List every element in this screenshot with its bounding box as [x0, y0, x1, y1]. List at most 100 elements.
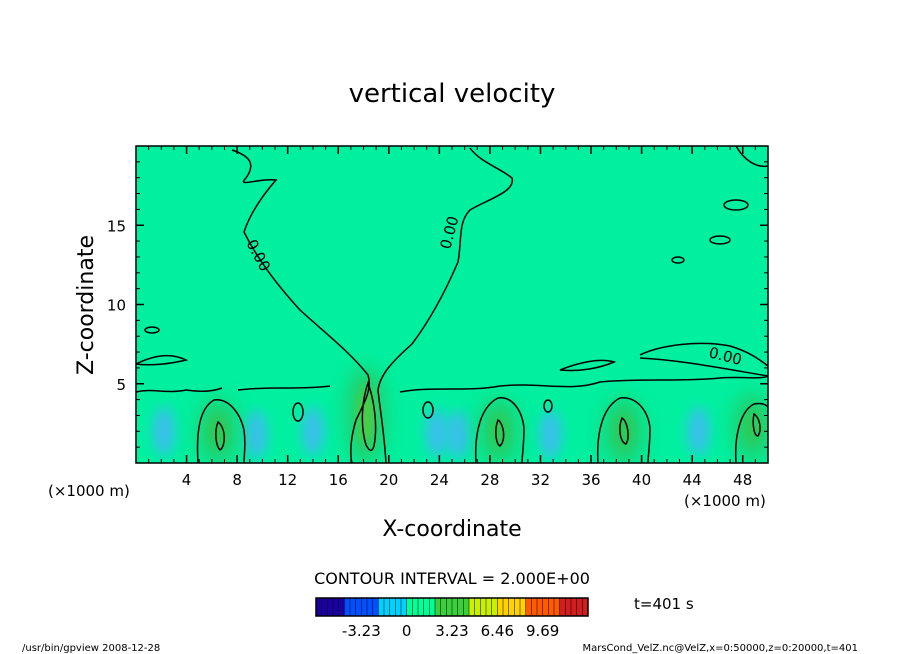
colorbar-cell-39: [531, 598, 538, 616]
colorbar-cell-41: [542, 598, 549, 616]
colorbar-cell-27: [463, 598, 470, 616]
colorbar-cell-23: [440, 598, 447, 616]
y-tick-label-10: 10: [107, 297, 126, 315]
contour-cell-3: [671, 256, 685, 264]
colorbar-cell-26: [457, 598, 464, 616]
colorbar-cell-33: [497, 598, 504, 616]
x-axis: 4 8 12 16 20 24 28 32 36 40 44 48: [148, 146, 756, 489]
x-tick-label-40: 40: [632, 471, 651, 489]
colorbar-cell-9: [361, 598, 368, 616]
colorbar-cell-43: [554, 598, 560, 616]
contour-lines: [136, 146, 768, 463]
colorbar-cell-6: [344, 598, 351, 616]
colorbar-tick-label-3: 3.23: [435, 622, 468, 640]
colorbar-cell-24: [446, 598, 453, 616]
colorbar-cells: [315, 598, 589, 616]
colorbar-cell-31: [486, 598, 492, 616]
updraft-core-1: [211, 415, 226, 448]
x-axis-label: X-coordinate: [382, 517, 521, 542]
contour-cell-6: [422, 401, 434, 419]
contour-cell-5: [292, 402, 304, 422]
colorbar-cell-10: [367, 598, 373, 616]
plot-area: 0.00 0.00 0.00: [136, 146, 768, 463]
colorbar-cell-13: [384, 598, 390, 616]
colorbar-cell-38: [525, 598, 532, 616]
contour-cell-1: [723, 199, 749, 211]
colorbar-cell-5: [338, 598, 345, 616]
colorbar-cell-8: [355, 598, 362, 616]
downdraft-3: [301, 407, 324, 456]
colorbar-cell-32: [491, 598, 498, 616]
time-label: t=401 s: [634, 595, 694, 613]
x-tick-label-48: 48: [733, 471, 752, 489]
colorbar-cell-25: [452, 598, 458, 616]
colorbar-cell-12: [378, 598, 385, 616]
x-tick-label-12: 12: [278, 471, 297, 489]
colorbar-cell-7: [350, 598, 356, 616]
colorbar-cell-46: [571, 598, 577, 616]
contour-mid-left: [136, 354, 189, 366]
footer-right: MarsCond_VelZ.nc@VelZ,x=0:50000,z=0:2000…: [582, 643, 858, 654]
y-tick-label-5: 5: [116, 376, 126, 394]
contour-interval: CONTOUR INTERVAL = 2.000E+00: [314, 569, 590, 588]
colorbar-cell-18: [412, 598, 419, 616]
colorbar-cell-20: [423, 598, 430, 616]
x-tick-label-16: 16: [329, 471, 348, 489]
downdraft-1: [152, 407, 175, 456]
updraft-core-3: [491, 415, 506, 448]
contour-updraft-1-core: [215, 420, 225, 451]
contour-top-right: [735, 146, 768, 168]
contour-updraft-4-core: [619, 416, 629, 445]
colorbar-tick-label-1: -3.23: [342, 622, 381, 640]
x-tick-label-8: 8: [232, 471, 242, 489]
x-tick-label-20: 20: [379, 471, 398, 489]
colorbar-cell-45: [565, 598, 572, 616]
contour-updraft-1: [196, 399, 246, 463]
contour-lower-layer: [136, 375, 768, 393]
colorbar-cell-47: [576, 598, 583, 616]
colorbar-cell-4: [333, 598, 339, 616]
contour-updraft-core: [361, 380, 377, 452]
contour-updraft-5-core: [752, 412, 761, 437]
colorbar-cell-16: [401, 598, 407, 616]
plot-background: [136, 146, 768, 463]
contour-updraft-3-core: [495, 418, 505, 447]
contour-plume-left: [231, 149, 370, 463]
colorbar-tick-label-2: 0: [402, 622, 412, 640]
downdraft-6: [539, 410, 562, 459]
x-tick-label-24: 24: [430, 471, 449, 489]
x-tick-label-28: 28: [480, 471, 499, 489]
downdraft-4: [425, 408, 448, 457]
colorbar-tick-label-5: 9.69: [526, 622, 559, 640]
colorbar-cell-19: [418, 598, 424, 616]
colorbar-cell-17: [406, 598, 413, 616]
contour-updraft-4: [596, 397, 651, 463]
colorbar-cell-37: [520, 598, 526, 616]
x-tick-label-36: 36: [581, 471, 600, 489]
colorbar-cell-30: [480, 598, 487, 616]
colorbar-cell-48: [582, 598, 589, 616]
x-tick-label-32: 32: [531, 471, 550, 489]
colorbar-cell-2: [321, 598, 328, 616]
colorbar-cell-40: [537, 598, 543, 616]
colorbar-cell-1: [316, 598, 322, 616]
contour-plume-right: [377, 147, 513, 463]
field-shading: [152, 365, 768, 463]
colorbar-cell-3: [327, 598, 334, 616]
colorbar-cell-11: [372, 598, 379, 616]
x-tick-label-4: 4: [182, 471, 192, 489]
chart-title: vertical velocity: [349, 79, 556, 109]
x-tick-label-44: 44: [683, 471, 702, 489]
colorbar-tick-label-4: 6.46: [481, 622, 514, 640]
y-tick-label-15: 15: [107, 217, 126, 235]
x-unit-note-left: (×1000 m): [48, 482, 130, 500]
contour-mid-right: [559, 359, 617, 372]
contour-cell-7: [543, 399, 553, 413]
downdraft-2: [245, 410, 268, 459]
colorbar-cell-15: [395, 598, 402, 616]
downdraft-5: [447, 410, 470, 459]
colorbar-cell-29: [474, 598, 481, 616]
colorbar-cell-21: [429, 598, 436, 616]
colorbar-cell-22: [435, 598, 441, 616]
